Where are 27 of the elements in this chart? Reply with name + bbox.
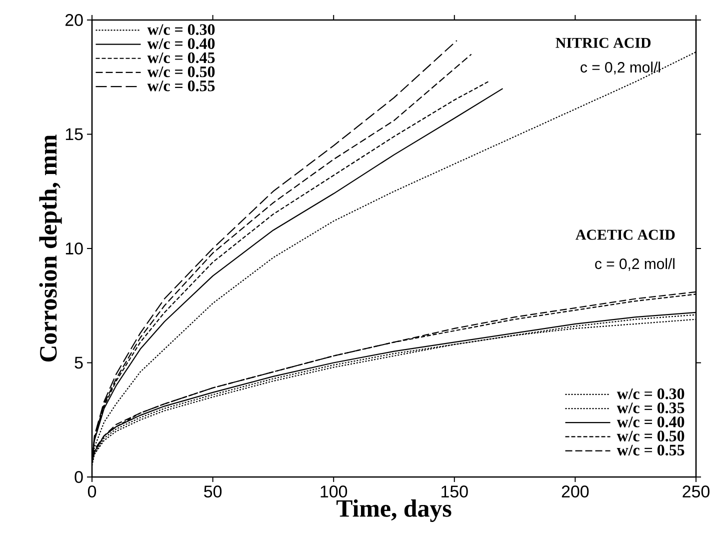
x-tick-label: 250 xyxy=(682,486,710,498)
x-axis-title: Time, days xyxy=(336,499,452,522)
annotation: NITRIC ACID xyxy=(556,38,651,48)
x-tick-label: 50 xyxy=(204,486,222,498)
legend-label: w/c = 0.55 xyxy=(147,80,215,92)
y-tick-label: 5 xyxy=(74,356,83,369)
y-tick-label: 20 xyxy=(66,14,83,26)
annotation: c = 0,2 mol/l xyxy=(595,258,674,271)
x-tick-label: 100 xyxy=(320,486,348,498)
annotation: ACETIC ACID xyxy=(576,230,675,240)
y-tick-label: 15 xyxy=(66,128,83,140)
legend-label: w/c = 0.40 xyxy=(147,38,215,50)
legend-label: w/c = 0.35 xyxy=(616,402,684,414)
legend-label: w/c = 0.50 xyxy=(616,430,684,442)
legend-label: w/c = 0.30 xyxy=(147,24,215,35)
x-tick-label: 200 xyxy=(562,486,589,498)
y-axis-title: Corrosion depth, mm xyxy=(39,134,62,362)
legend-label: w/c = 0.40 xyxy=(616,416,684,428)
legend-label: w/c = 0.50 xyxy=(147,66,215,78)
y-tick-label: 0 xyxy=(74,471,83,483)
x-tick-label: 0 xyxy=(88,486,96,498)
x-tick-label: 150 xyxy=(442,486,468,498)
legend-label: w/c = 0.45 xyxy=(147,52,215,64)
y-tick-label: 10 xyxy=(66,242,83,254)
annotation: c = 0,2 mol/l xyxy=(580,62,660,74)
legend-label: w/c = 0.55 xyxy=(616,444,684,456)
legend-label: w/c = 0.30 xyxy=(616,388,684,400)
